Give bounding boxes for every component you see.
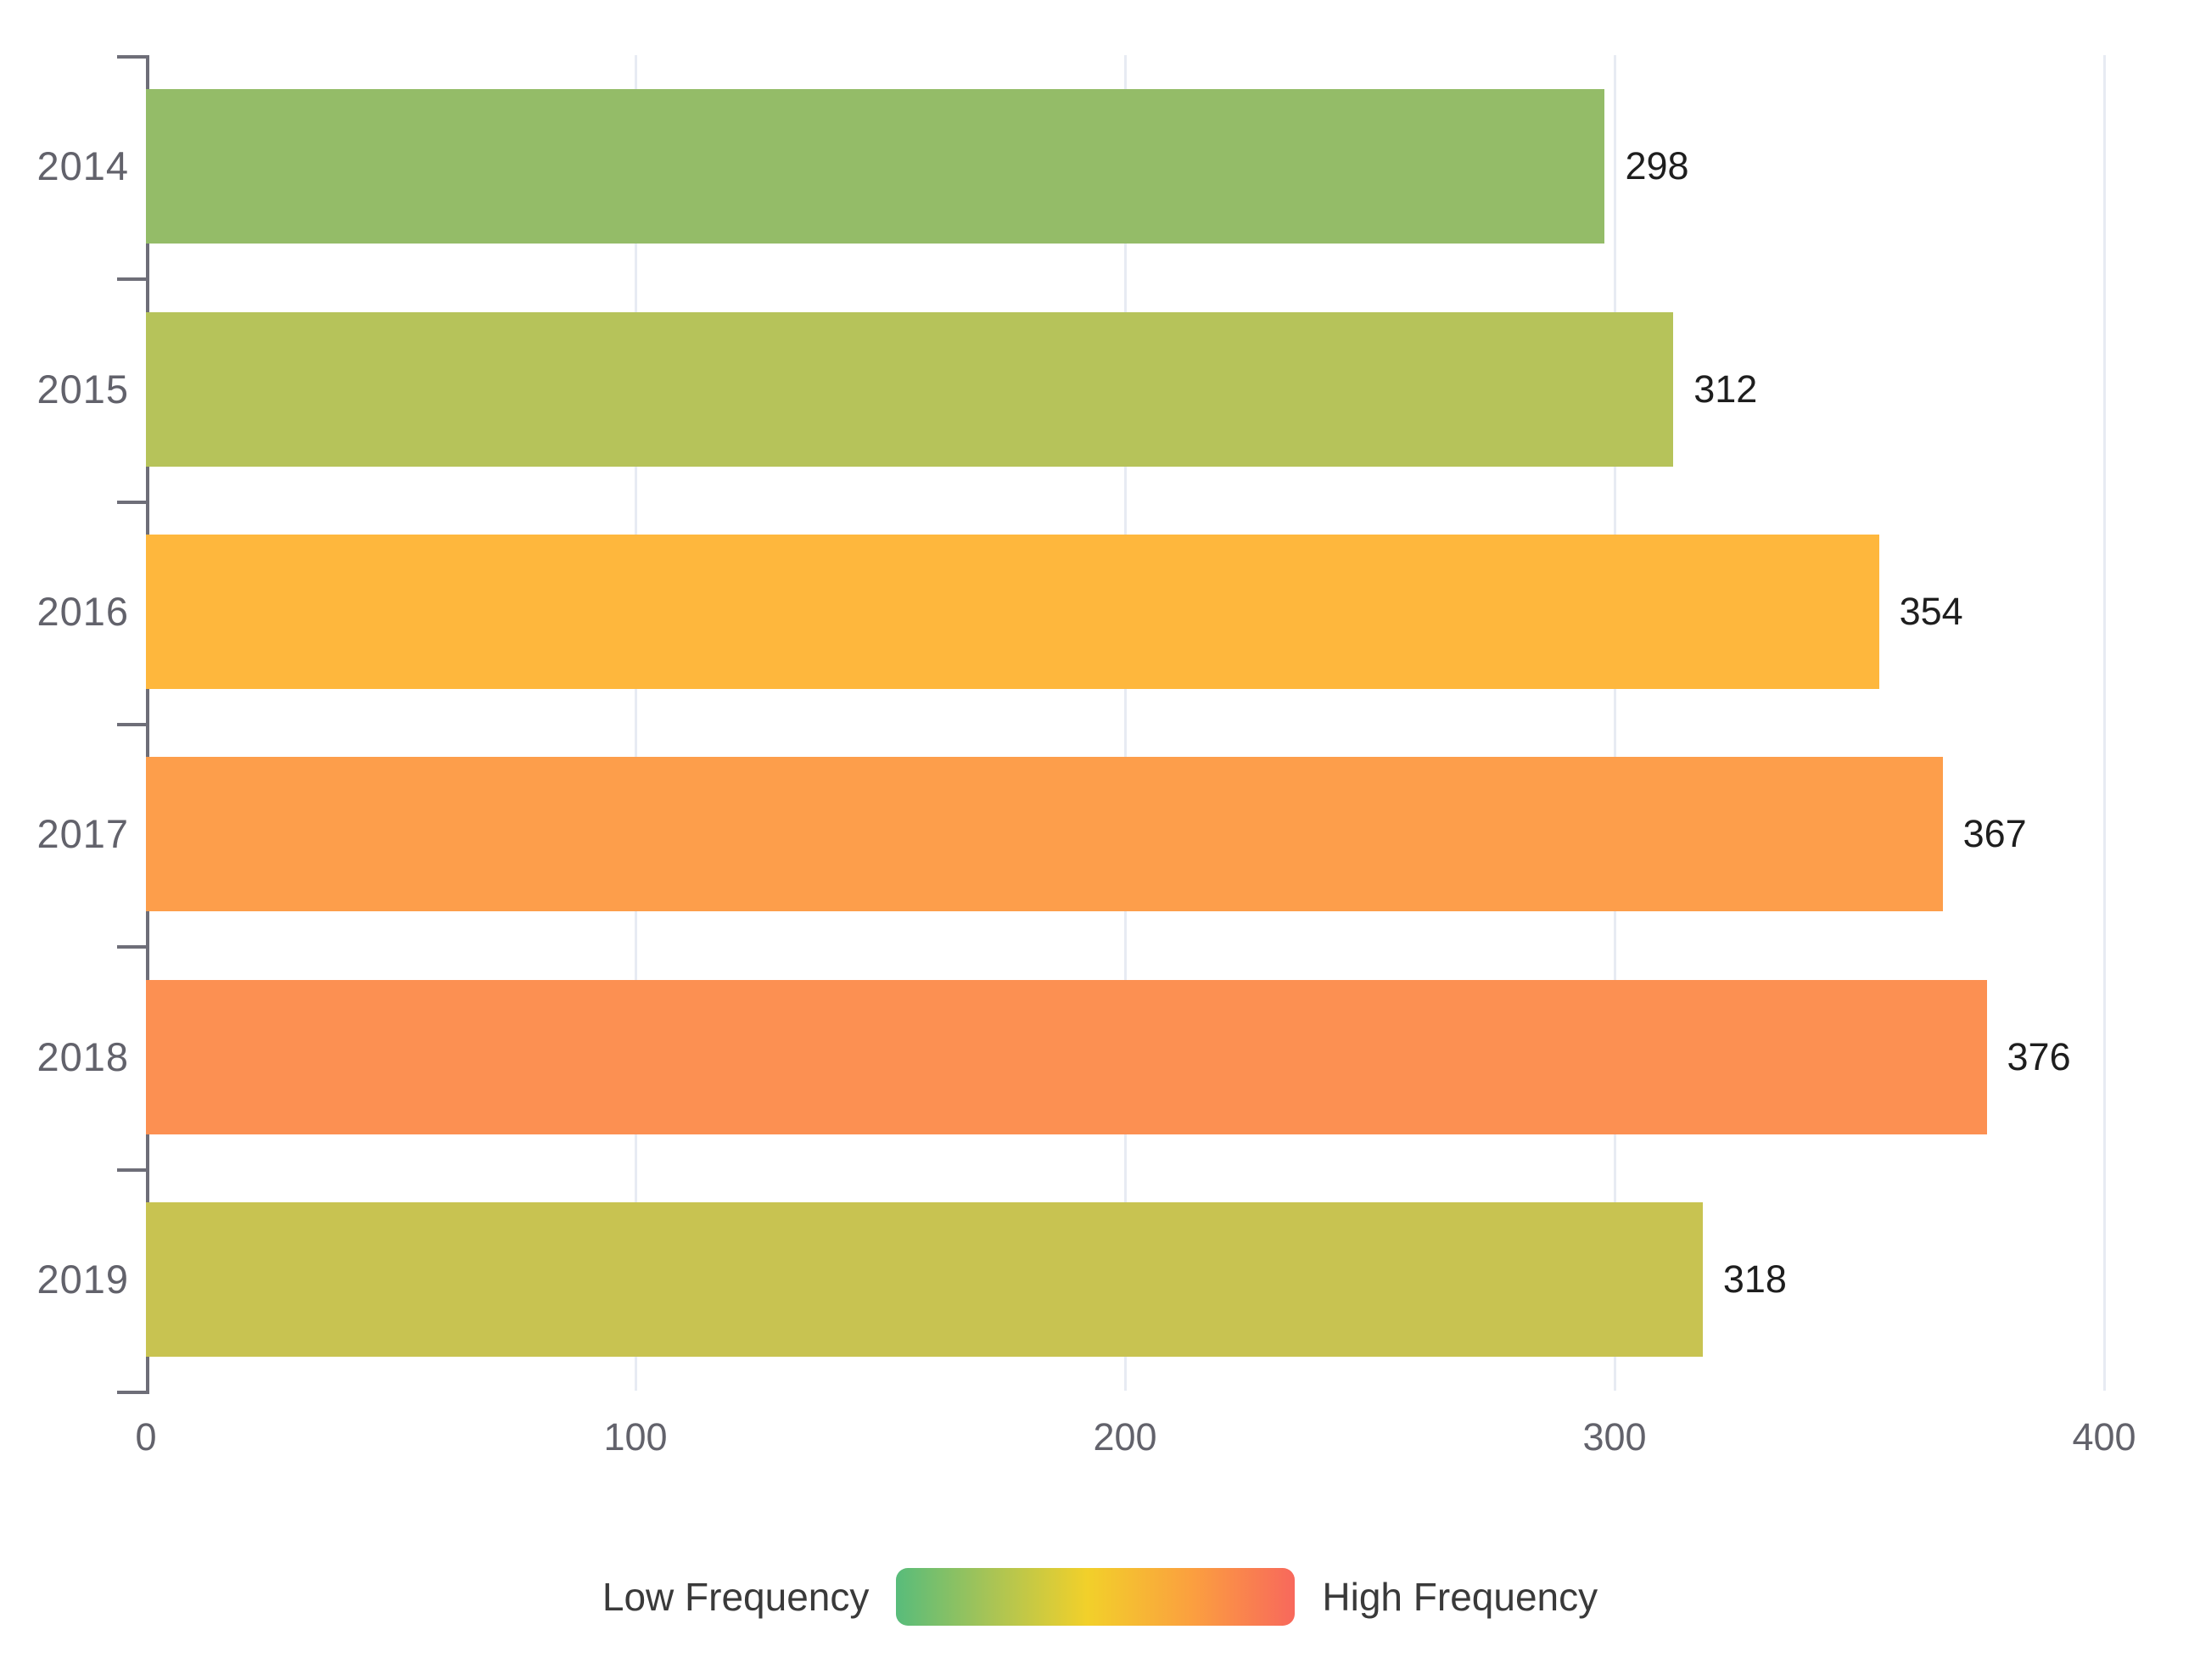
legend-low-label: Low Frequency [602, 1575, 870, 1619]
bar-2018[interactable] [146, 979, 1987, 1134]
y-axis-label-2019: 2019 [36, 1256, 129, 1302]
gridline-400 [2102, 55, 2106, 1391]
bar-2016[interactable] [146, 534, 1879, 689]
gridline-300 [1613, 55, 1616, 1391]
x-axis-label-200: 200 [1093, 1415, 1157, 1459]
legend: Low Frequency High Frequency [0, 1568, 2200, 1626]
bar-value-label-2016: 354 [1899, 589, 1963, 633]
y-axis-tick [117, 1168, 146, 1172]
x-axis-label-0: 0 [135, 1415, 157, 1459]
x-axis-label-300: 300 [1582, 1415, 1647, 1459]
y-axis-tick [117, 277, 146, 282]
y-axis-label-2017: 2017 [36, 811, 129, 857]
bar-value-label-2019: 318 [1722, 1257, 1787, 1301]
y-axis-line [146, 55, 149, 1394]
y-axis-tick [117, 723, 146, 726]
bar-value-label-2015: 312 [1693, 367, 1758, 411]
x-axis-label-100: 100 [603, 1415, 668, 1459]
y-axis-tick [117, 1391, 146, 1394]
legend-high-label: High Frequency [1322, 1575, 1598, 1619]
y-axis-label-2015: 2015 [36, 366, 129, 412]
gridline-200 [1123, 55, 1127, 1391]
bar-value-label-2018: 376 [2007, 1034, 2071, 1078]
bar-value-label-2017: 367 [1962, 812, 2027, 856]
y-axis-tick [117, 55, 146, 59]
y-axis-label-2014: 2014 [36, 143, 129, 189]
gridline-100 [634, 55, 637, 1391]
bar-2015[interactable] [146, 311, 1674, 467]
y-axis-label-2016: 2016 [36, 588, 129, 634]
bar-2019[interactable] [146, 1201, 1703, 1357]
y-axis-label-2018: 2018 [36, 1033, 129, 1079]
y-axis-tick [117, 945, 146, 949]
legend-gradient-swatch [896, 1568, 1296, 1626]
bar-value-label-2014: 298 [1625, 144, 1689, 188]
bar-2014[interactable] [146, 89, 1605, 244]
x-axis-label-400: 400 [2072, 1415, 2136, 1459]
y-axis-tick [117, 500, 146, 504]
bar-2017[interactable] [146, 757, 1943, 912]
